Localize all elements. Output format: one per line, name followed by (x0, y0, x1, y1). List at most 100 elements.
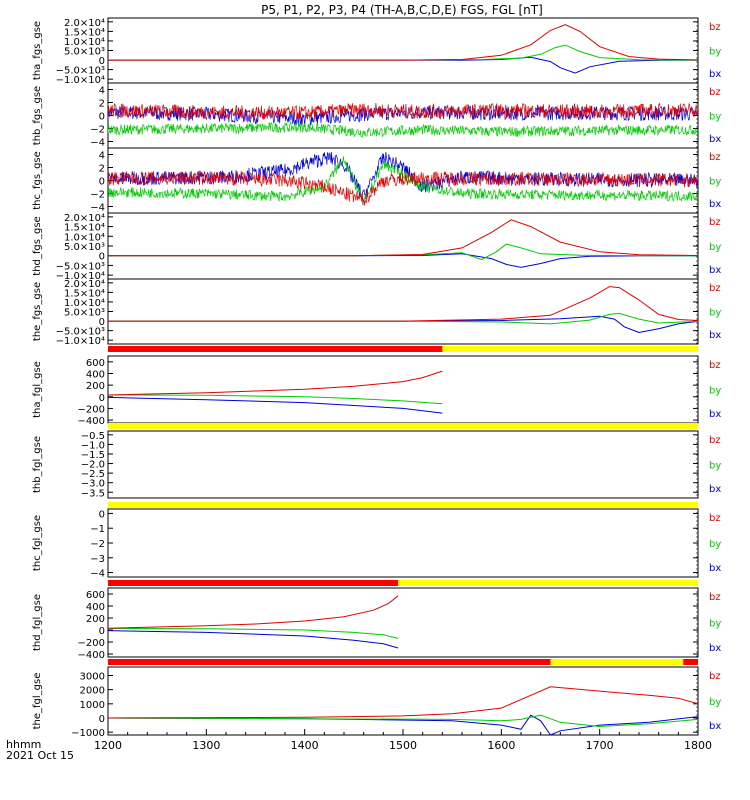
thd_fgl-status-yellow (108, 580, 698, 586)
thb_fgs-ylabel: thb_fgs_gse (32, 86, 43, 145)
the_fgs-ytick-label: 1.0×10⁴ (64, 298, 105, 309)
the_fgs-frame (107, 278, 699, 345)
thd_fgs-frame (107, 212, 699, 280)
thb_fgs-ytick-label: 2 (99, 99, 105, 110)
the_fgs-series-bz (108, 286, 698, 322)
the_fgl-legend-bz: bz (709, 671, 721, 682)
thb_fgs-ytick-label: 4 (99, 86, 105, 97)
thc_fgl-ytick-label: −2 (90, 539, 105, 550)
tha_fgl-legend-bx: bx (709, 409, 721, 420)
tha_fgs-series-bz (108, 24, 698, 61)
thd_fgl-ytick-label: 0 (99, 626, 105, 637)
thd_fgl-ytick-label: −400 (78, 650, 105, 661)
tha_fgl-status-red (108, 346, 443, 352)
the_fgl-ytick-label: 2000 (80, 686, 105, 697)
thc_fgl-legend-by: by (709, 539, 721, 550)
the_fgs-ylabel: the_fgs_gse (32, 282, 43, 341)
the_fgl-legend-by: by (709, 697, 721, 708)
thc_fgs-ytick-label: 0 (99, 177, 105, 188)
xtick-label: 1200 (94, 739, 122, 752)
tha_fgl-series-by (108, 394, 443, 405)
xtick-label: 1600 (487, 739, 515, 752)
tha_fgl-legend-by: by (709, 386, 721, 397)
the_fgs-ytick-label: 1.5×10⁴ (64, 288, 105, 299)
tha_fgs-legend-by: by (709, 47, 721, 58)
thd_fgs-ytick-label: 1.5×10⁴ (64, 223, 105, 234)
thc_fgl-ytick-label: −1 (90, 524, 105, 535)
tha_fgl-series-bz (108, 370, 443, 396)
thd_fgl-ytick-label: 200 (86, 614, 105, 625)
tha_fgs-series-by (108, 44, 698, 61)
thb_fgl-ytick-label: −0.5 (81, 431, 105, 442)
the_fgs-series-by (108, 312, 698, 325)
thb_fgl-legend-bx: bx (709, 484, 721, 495)
thb_fgl-frame (107, 430, 699, 499)
tha_fgl-ytick-label: 600 (86, 358, 105, 369)
tha_fgl-series-bx (108, 396, 443, 414)
thc_fgl-status-yellow (108, 502, 698, 508)
thc_fgs-ytick-label: −4 (90, 203, 105, 214)
xtick-label: 1300 (192, 739, 220, 752)
the_fgl-ylabel: the_fgl_gse (32, 673, 43, 730)
panel-tha_fgs: −1.0×10⁴−5.0×10³05.0×10³1.0×10⁴1.5×10⁴2.… (32, 17, 721, 86)
the_fgs-legend-bz: bz (709, 283, 721, 294)
thd_fgs-ytick-label: 2.0×10⁴ (64, 213, 105, 224)
thd_fgs-ytick-label: 0 (99, 252, 105, 263)
the_fgl-series-bx (108, 714, 698, 735)
thb_fgl-ytick-label: −1.5 (81, 450, 105, 461)
thc_fgl-ytick-label: −3 (90, 554, 105, 565)
tha_fgl-ylabel: tha_fgl_gse (32, 361, 43, 418)
panel-the_fgs: −1.0×10⁴−5.0×10³05.0×10³1.0×10⁴1.5×10⁴2.… (32, 278, 721, 347)
thc_fgs-ytick-label: 4 (99, 151, 105, 162)
tha_fgl-ytick-label: 200 (86, 381, 105, 392)
the_fgs-ytick-label: 2.0×10⁴ (64, 279, 105, 290)
thd_fgs-ytick-label: 5.0×10³ (64, 242, 105, 253)
tha_fgs-ytick-label: 0 (99, 56, 105, 67)
thc_fgs-legend-bz: bz (709, 152, 721, 163)
thd_fgl-series-by (108, 628, 399, 639)
tha_fgl-ytick-label: −400 (78, 416, 105, 427)
thd_fgl-frame (107, 587, 699, 658)
panel-thd_fgs: −1.0×10⁴−5.0×10³05.0×10³1.0×10⁴1.5×10⁴2.… (32, 212, 721, 282)
thd_fgl-series-bz (108, 595, 399, 629)
thb_fgl-ytick-label: −2.0 (81, 460, 105, 471)
thc_fgs-ytick-label: 2 (99, 164, 105, 175)
the_fgl-legend-bx: bx (709, 721, 721, 732)
thd_fgs-legend-bx: bx (709, 265, 721, 276)
tha_fgs-legend-bz: bz (709, 22, 721, 33)
thb_fgs-series-by (108, 121, 698, 139)
tha_fgl-ytick-label: 400 (86, 369, 105, 380)
thc_fgl-ytick-label: 0 (99, 509, 105, 520)
thb_fgl-status-yellow (108, 423, 698, 429)
the_fgs-legend-by: by (709, 308, 721, 319)
tha_fgs-series-bx (108, 56, 698, 74)
thb_fgl-legend-by: by (709, 461, 721, 472)
thb_fgs-series-bz (108, 102, 698, 121)
panel-thc_fgs: −4 −2 0 2 4 thc_fgs_gse bz by bx (32, 147, 721, 214)
thd_fgl-legend-bz: bz (709, 592, 721, 603)
footer-line2: 2021 Oct 15 (6, 749, 74, 762)
thd_fgs-series-by (108, 243, 698, 261)
thd_fgl-series-bx (108, 630, 399, 649)
the_fgs-ytick-label: −1.0×10⁴ (56, 336, 105, 347)
tha_fgs-ytick-label: 1.5×10⁴ (64, 27, 105, 38)
thd_fgl-legend-by: by (709, 619, 721, 630)
xtick-label: 1400 (291, 739, 319, 752)
thd_fgs-legend-bz: bz (709, 217, 721, 228)
thb_fgs-legend-bz: bz (709, 87, 721, 98)
the_fgl-ytick-label: 0 (99, 714, 105, 725)
panels: −1.0×10⁴−5.0×10³05.0×10³1.0×10⁴1.5×10⁴2.… (32, 17, 721, 739)
thb_fgl-ylabel: thb_fgl_gse (32, 436, 43, 493)
the_fgl-series-by (108, 714, 698, 728)
thc_fgs-ytick-label: −2 (90, 190, 105, 201)
thc_fgl-ylabel: thc_fgl_gse (32, 515, 43, 571)
tha_fgl-frame (107, 355, 699, 424)
the_fgl-ytick-label: 3000 (80, 672, 105, 683)
thb_fgs-ytick-label: −2 (90, 125, 105, 136)
tha_fgl-legend-bz: bz (709, 360, 721, 371)
xtick-label: 1700 (586, 739, 614, 752)
thc_fgs-ylabel: thc_fgs_gse (32, 151, 43, 210)
thb_fgs-series-bx (108, 105, 698, 126)
